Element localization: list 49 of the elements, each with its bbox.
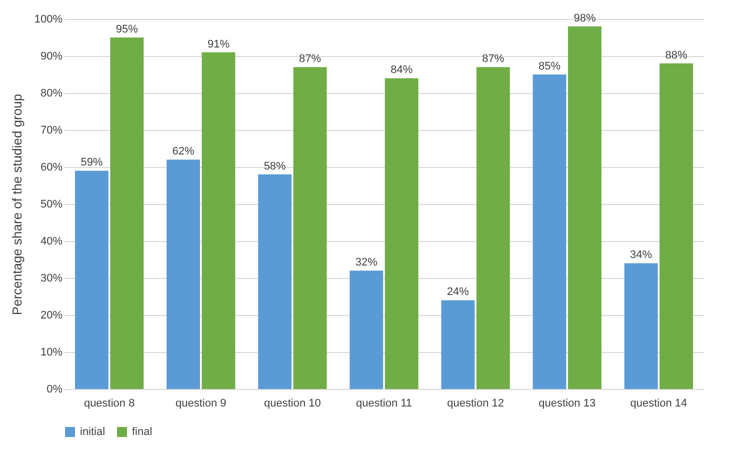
bar <box>258 174 292 389</box>
data-label: 85% <box>538 60 561 72</box>
bar <box>202 52 236 389</box>
bar <box>166 160 200 389</box>
x-tick-label: question 9 <box>176 398 226 410</box>
x-tick-label: question 14 <box>630 398 688 410</box>
data-label: 95% <box>116 24 138 36</box>
bar <box>293 67 327 389</box>
legend-label: initial <box>80 426 106 438</box>
y-tick-label: 40% <box>40 236 63 248</box>
y-tick-label: 50% <box>40 198 63 210</box>
bar <box>624 263 658 389</box>
x-tick-label: question 11 <box>356 398 412 410</box>
bar <box>350 270 384 389</box>
x-tick-label: question 12 <box>447 398 504 410</box>
data-label: 24% <box>446 286 470 298</box>
y-tick-label: 90% <box>40 50 63 62</box>
y-tick-label: 20% <box>40 310 63 322</box>
bar <box>110 38 144 389</box>
bar <box>441 300 475 389</box>
bar <box>476 67 510 389</box>
y-tick-label: 0% <box>46 384 63 396</box>
data-label: 34% <box>630 249 652 262</box>
bar <box>384 78 418 389</box>
data-label: 84% <box>390 64 413 76</box>
y-tick-label: 60% <box>40 162 63 174</box>
bar <box>532 74 566 389</box>
x-tick-label: question 8 <box>84 398 135 410</box>
y-tick-label: 30% <box>40 272 63 284</box>
y-tick-label: 80% <box>40 88 63 100</box>
x-tick-label: question 10 <box>264 398 321 410</box>
y-axis-title: Percentage share of the studied group <box>9 94 24 316</box>
data-label: 32% <box>355 256 378 269</box>
y-tick-label: 100% <box>34 14 63 26</box>
legend-label: final <box>132 426 152 438</box>
bar <box>568 26 602 389</box>
data-label: 62% <box>172 146 194 158</box>
y-tick-label: 10% <box>40 346 63 358</box>
data-label: 88% <box>665 49 688 62</box>
bar <box>74 170 108 389</box>
data-label: 59% <box>80 156 103 169</box>
y-tick-label: 70% <box>40 124 63 136</box>
x-tick-label: question 13 <box>538 398 596 410</box>
data-label: 87% <box>299 53 322 66</box>
data-label: 58% <box>264 160 286 172</box>
data-label: 91% <box>207 38 230 50</box>
data-label: 98% <box>574 12 596 24</box>
data-label: 87% <box>482 53 504 66</box>
bar <box>660 63 694 389</box>
